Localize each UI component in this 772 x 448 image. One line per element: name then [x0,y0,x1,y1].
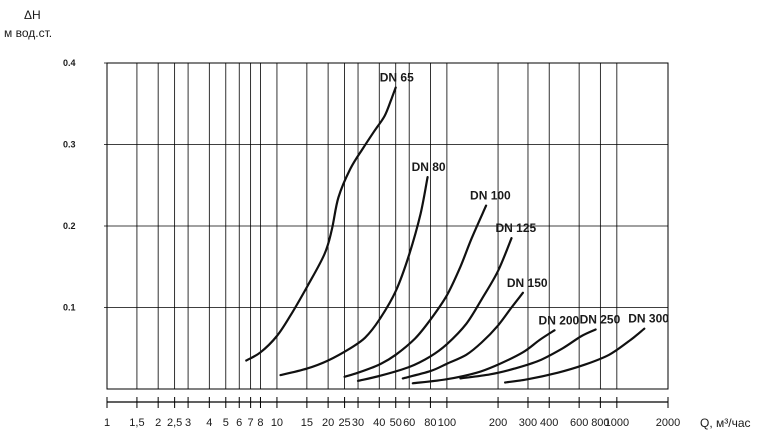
series-curve [401,291,524,380]
x-tick-label: 300 [519,417,537,429]
x-axis-title: Q, м³/час [700,416,751,430]
x-tick-label: 8 [257,417,263,429]
series-curve [411,329,556,385]
x-tick-label: 40 [373,417,385,429]
y-axis-ticks: 0.1 0.2 0.3 0.4 [63,58,76,313]
x-tick-label: 2,5 [167,417,182,429]
x-tick-label: 25 [338,417,350,429]
series-label: DN 300 [628,312,669,326]
series-labels: DN 65 DN 80 DN 100 DN 125 DN 150 DN 200 DN 250… [380,70,670,327]
x-tick-label: 6 [236,417,242,429]
x-tick-label: 800 [591,417,609,429]
y-tick-label: 0.4 [63,58,76,68]
series-label: DN 125 [496,221,537,235]
x-axis: 1 1,5 2 2,5 3 4 5 6 7 8 10 15 20 25 30 40 50 60 80 100 200 30… [104,397,680,429]
x-tick-label: 4 [206,417,212,429]
y-tick-label: 0.2 [63,221,76,231]
y-axis-units: м вод.ст. [4,26,52,40]
x-tick-label: 600 [570,417,588,429]
x-tick-label: 20 [322,417,334,429]
x-tick-label: 60 [403,417,415,429]
x-tick-label: 30 [352,417,364,429]
series-label: DN 65 [380,70,414,84]
x-tick-label: 200 [489,417,507,429]
y-tick-label: 0.1 [63,303,76,313]
x-tick-label: 80 [424,417,436,429]
x-tick-label: 1000 [605,417,629,429]
horizontal-gridlines [104,62,668,308]
series-label: DN 200 [539,313,580,327]
x-tick-label: 5 [223,417,229,429]
series-label: DN 150 [507,276,548,290]
series-curve [279,176,429,377]
series-curve [343,204,488,378]
y-axis-symbol: ΔH [24,8,41,22]
series-layer [245,86,646,385]
plot-frame [106,62,669,390]
x-tick-label: 2 [155,417,161,429]
x-tick-label: 1,5 [129,417,144,429]
series-curve [356,237,513,382]
x-tick-label: 50 [390,417,402,429]
series-curve [504,327,646,384]
x-tick-label: 400 [540,417,558,429]
series-label: DN 80 [412,160,446,174]
series-curve [459,328,597,380]
x-tick-label: 2000 [656,417,680,429]
x-tick-label: 10 [271,417,283,429]
x-tick-label: 1 [104,417,110,429]
x-tick-label: 3 [185,417,191,429]
series-curve [245,86,397,362]
x-tick-label: 7 [248,417,254,429]
series-label: DN 100 [470,189,511,203]
series-label: DN 250 [580,313,621,327]
y-tick-label: 0.3 [63,140,76,150]
x-tick-label: 15 [301,417,313,429]
x-tick-label: 100 [438,417,456,429]
